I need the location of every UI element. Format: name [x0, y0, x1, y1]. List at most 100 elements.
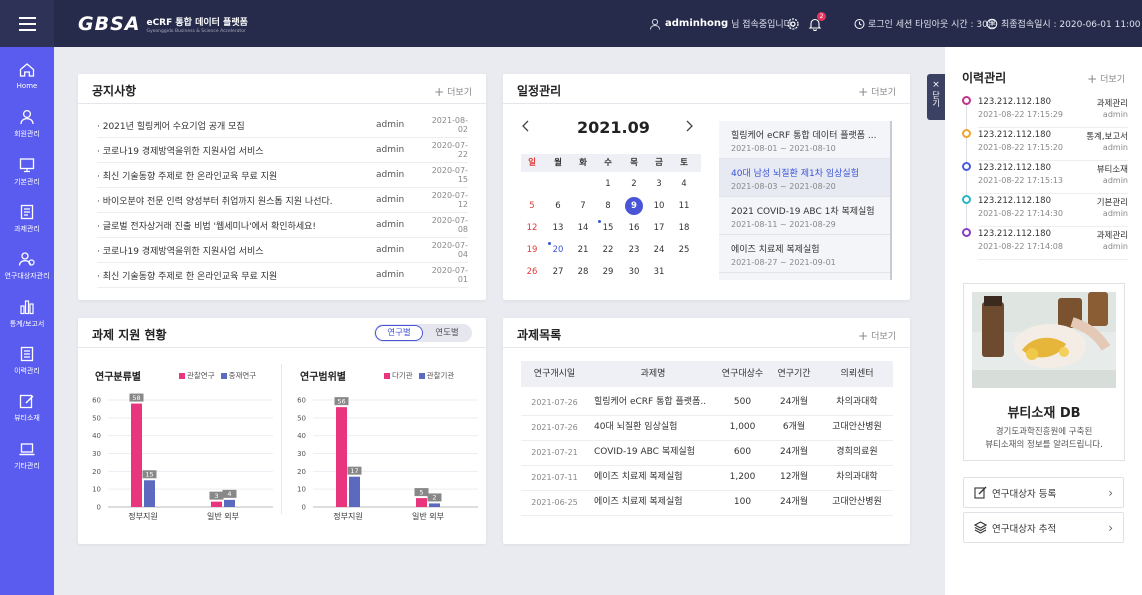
history-more-link[interactable]: 더보기 — [1087, 71, 1125, 85]
calendar-day[interactable]: 31 — [653, 267, 665, 277]
notice-row[interactable]: · 코로나19 경제방역을위한 지원사업 서비스 admin 2020-07-04 — [97, 238, 468, 263]
calendar-day[interactable]: 7 — [580, 201, 586, 211]
sidebar-item-home[interactable]: Home — [0, 61, 54, 90]
toggle-by-year[interactable]: 연도별 — [435, 328, 459, 338]
history-item[interactable]: 123.212.112.180 2021-08-22 17:14:30 기본관리 ad… — [978, 194, 1128, 227]
calendar-day[interactable]: 29 — [602, 267, 614, 277]
schedule-event[interactable]: 힐링케어 eCRF 통합 데이터 플랫폼 ... 2021-08-01 ~ 202… — [719, 121, 892, 159]
bar[interactable] — [224, 499, 235, 507]
table-row[interactable]: 2021-06-25 에이즈 치료제 복제실험 100 24개월 고대안산병원 — [521, 490, 893, 515]
bar[interactable] — [349, 476, 360, 507]
bar[interactable] — [211, 501, 222, 507]
bar[interactable] — [429, 503, 440, 507]
history-item[interactable]: 123.212.112.180 2021-08-22 17:14:08 과제관리 ad… — [978, 227, 1128, 260]
calendar-day[interactable]: 10 — [653, 201, 665, 211]
calendar-day[interactable]: 28 — [577, 267, 589, 277]
calendar-day[interactable]: 8 — [605, 201, 611, 211]
calendar-day[interactable]: 21 — [577, 245, 589, 255]
scrollbar[interactable] — [890, 121, 892, 280]
toggle-by-research[interactable]: 연구별 — [375, 325, 423, 341]
table-row[interactable]: 2021-07-26 힐링케어 eCRF 통합 플랫폼.. 500 24개월 차의과대학 — [521, 390, 893, 415]
notice-row[interactable]: · 최신 기술동향 주제로 한 온라인교육 무료 지원 admin 2020-07-… — [97, 163, 468, 188]
project-more-link[interactable]: 더보기 — [858, 328, 896, 342]
bar[interactable] — [144, 480, 155, 507]
calendar-day[interactable]: 14 — [577, 223, 589, 233]
calendar-day[interactable]: 12 — [526, 223, 538, 233]
calendar-day[interactable]: 23 — [628, 245, 640, 255]
sidebar-item-history[interactable]: 이력관리 — [0, 345, 54, 376]
calendar-day[interactable]: 5 — [529, 201, 535, 211]
beauty-db-card[interactable]: 뷰티소재 DB 경기도과학진흥원에 구축된 뷰티소재의 정보를 알려드립니다. — [963, 283, 1125, 461]
notice-row-title[interactable]: · 코로나19 경제방역을위한 지원사업 서비스 — [97, 146, 264, 157]
calendar-day[interactable]: 4 — [681, 179, 687, 189]
sidebar-item-members[interactable]: 회원관리 — [0, 108, 54, 139]
table-row[interactable]: 2021-07-21 COVID-19 ABC 복제실험 600 24개월 경희의료원 — [521, 440, 893, 465]
notice-row-title[interactable]: · 코로나19 경제방역을위한 지원사업 서비스 — [97, 246, 264, 257]
calendar-day[interactable]: 24 — [653, 245, 665, 255]
table-header-cell[interactable]: 과제명 — [588, 361, 718, 387]
table-header-cell[interactable]: 연구개시일 — [521, 361, 588, 387]
bar[interactable] — [416, 498, 427, 507]
sidebar-item-subjects[interactable]: 연구대상자관리 — [0, 250, 54, 281]
calendar-day[interactable]: 11 — [678, 201, 690, 211]
calendar-day[interactable]: 15 — [602, 223, 614, 233]
notice-row[interactable]: · 글로벌 전자상거래 진출 비법 '웹세미나'에서 확인하세요! admin 20… — [97, 213, 468, 238]
sidebar-item-etc[interactable]: 기타관리 — [0, 440, 54, 471]
notice-row[interactable]: · 2021년 힐링케어 수요기업 공개 모집 admin 2021-08-02 — [97, 113, 468, 138]
calendar-day[interactable]: 17 — [653, 223, 665, 233]
table-header-cell[interactable]: 연구기간 — [767, 361, 821, 387]
calendar-day[interactable]: 20 — [552, 245, 564, 255]
sidebar-item-label: 뷰티소재 — [14, 414, 40, 422]
schedule-event[interactable]: 에이즈 치료제 복제실험 2021-08-27 ~ 2021-09-01 — [719, 235, 892, 273]
notice-row-title[interactable]: · 최신 기술동향 주제로 한 온라인교육 무료 지원 — [97, 271, 278, 282]
notice-row-title[interactable]: · 2021년 힐링케어 수요기업 공개 모집 — [97, 121, 245, 132]
sidebar-item-beauty[interactable]: 뷰티소재 — [0, 392, 54, 423]
calendar-day[interactable]: 3 — [656, 179, 662, 189]
table-row[interactable]: 2021-07-26 40대 뇌질환 임상실험 1,000 6개월 고대안산병원 — [521, 415, 893, 440]
calendar-day[interactable]: 22 — [602, 245, 614, 255]
settings-button[interactable] — [786, 0, 800, 47]
calendar-day[interactable]: 27 — [552, 267, 564, 277]
history-item[interactable]: 123.212.112.180 2021-08-22 17:15:13 뷰티소재 ad… — [978, 161, 1128, 194]
calendar-day[interactable]: 1 — [605, 179, 611, 189]
notice-more-link[interactable]: 더보기 — [434, 84, 472, 98]
schedule-event[interactable]: 2021 COVID-19 ABC 1차 복제실험 2021-08-11 ~ 20… — [719, 197, 892, 235]
schedule-more-link[interactable]: 더보기 — [858, 84, 896, 98]
schedule-event[interactable]: 40대 남성 뇌질환 제1차 임상실험 2021-08-03 ~ 2021-08-… — [719, 159, 892, 197]
table-header-cell[interactable]: 연구대상수 — [718, 361, 767, 387]
bar[interactable] — [131, 403, 142, 507]
bar-chart-icon — [20, 300, 34, 315]
calendar-day[interactable]: 26 — [526, 267, 538, 277]
notice-row[interactable]: · 바이오분야 전문 인력 양성부터 취업까지 원스톱 지원 나선다. admin… — [97, 188, 468, 213]
notice-row[interactable]: · 코로나19 경제방역을위한 지원사업 서비스 admin 2020-07-22 — [97, 138, 468, 163]
notice-row-title[interactable]: · 최신 기술동향 주제로 한 온라인교육 무료 지원 — [97, 171, 278, 182]
next-month-button[interactable] — [684, 120, 694, 135]
notification-button[interactable] — [808, 0, 822, 47]
prev-month-button[interactable] — [521, 120, 531, 136]
notice-row-title[interactable]: · 바이오분야 전문 인력 양성부터 취업까지 원스톱 지원 나선다. — [97, 196, 333, 207]
calendar-day[interactable]: 6 — [555, 201, 561, 211]
calendar-day-selected[interactable]: 9 — [625, 197, 643, 215]
sidebar-item-stats[interactable]: 통계/보고서 — [0, 298, 54, 329]
track-subject-button[interactable]: 연구대상자 추적 › — [963, 512, 1124, 543]
notice-row-title[interactable]: · 글로벌 전자상거래 진출 비법 '웹세미나'에서 확인하세요! — [97, 221, 317, 232]
history-item[interactable]: 123.212.112.180 2021-08-22 17:15:29 과제관리 ad… — [978, 95, 1128, 128]
calendar-day[interactable]: 30 — [628, 267, 640, 277]
bar[interactable] — [336, 407, 347, 507]
table-header-cell[interactable]: 의뢰센터 — [821, 361, 893, 387]
sidebar-item-basic[interactable]: 기본관리 — [0, 156, 54, 187]
sidebar-item-projects[interactable]: 과제관리 — [0, 203, 54, 234]
calendar-day[interactable]: 13 — [552, 223, 564, 233]
close-panel-button[interactable]: × 닫기 — [927, 74, 945, 120]
notice-row[interactable]: · 최신 기술동향 주제로 한 온라인교육 무료 지원 admin 2020-07-… — [97, 263, 468, 288]
table-row[interactable]: 2021-07-11 에이즈 치료제 복제실험 1,200 12개월 차의과대학 — [521, 465, 893, 490]
calendar-day[interactable]: 2 — [631, 179, 637, 189]
hamburger-menu-button[interactable] — [0, 0, 54, 47]
calendar-day[interactable]: 25 — [678, 245, 690, 255]
calendar-day[interactable]: 16 — [628, 223, 640, 233]
calendar-day[interactable]: 19 — [526, 245, 538, 255]
register-subject-button[interactable]: 연구대상자 등록 › — [963, 477, 1124, 508]
logo[interactable]: GBSA eCRF 통합 데이터 플랫폼 Gyeonggido Business… — [78, 12, 248, 36]
calendar-day[interactable]: 18 — [678, 223, 690, 233]
history-item[interactable]: 123.212.112.180 2021-08-22 17:15:20 통계,보고서… — [978, 128, 1128, 161]
